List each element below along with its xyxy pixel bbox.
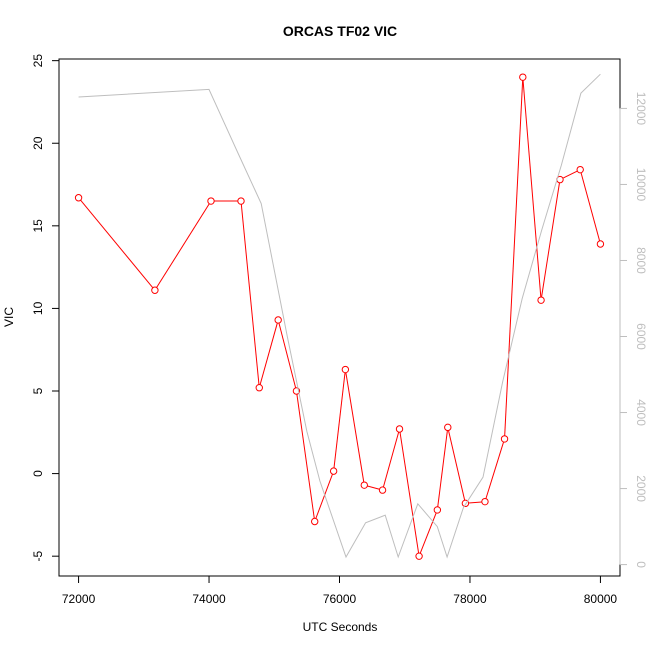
- data-point: [360, 481, 368, 489]
- series-segment: [522, 80, 542, 298]
- data-point: [461, 499, 470, 508]
- series-segment: [468, 501, 482, 504]
- data-point: [433, 506, 442, 514]
- series-segment: [315, 473, 333, 519]
- series-segment: [562, 170, 578, 179]
- data-point: [395, 425, 404, 433]
- series-segment: [345, 372, 365, 483]
- y-tick-label: 15: [31, 219, 45, 233]
- data-point: [576, 165, 584, 174]
- y-tick-label: 10: [31, 301, 45, 315]
- series-segment: [437, 430, 448, 507]
- y2-tick-label: 6000: [634, 323, 648, 350]
- series-segment: [296, 394, 315, 519]
- series-segment: [419, 512, 437, 554]
- series-segment: [504, 80, 524, 436]
- data-point: [500, 435, 509, 443]
- y2-tick-label: 4000: [634, 399, 648, 426]
- data-point: [378, 486, 387, 494]
- x-tick-label: 80000: [584, 592, 618, 606]
- data-point: [444, 423, 452, 432]
- data-point: [415, 552, 423, 560]
- data-point: [596, 240, 605, 248]
- data-point: [255, 383, 263, 392]
- data-point: [329, 467, 338, 475]
- x-tick-label: 76000: [323, 592, 357, 606]
- data-point: [537, 296, 545, 304]
- series-segment: [367, 485, 380, 490]
- data-point: [274, 316, 282, 324]
- y2-tick-label: 12000: [634, 92, 648, 126]
- data-point: [74, 194, 83, 202]
- series-segment: [399, 432, 420, 554]
- y-axis-label: VIC: [2, 307, 16, 327]
- series-segment: [278, 322, 297, 389]
- series-segment: [485, 441, 505, 499]
- x-tick-label: 78000: [453, 592, 487, 606]
- series-segment: [259, 322, 278, 385]
- x-tick-label: 72000: [62, 592, 96, 606]
- series-segment: [580, 172, 601, 242]
- y-tick-label: 5: [31, 387, 45, 394]
- data-point: [207, 197, 215, 205]
- series-segment: [541, 182, 560, 298]
- y-tick-label: -5: [31, 551, 45, 562]
- series-line: [78, 73, 601, 559]
- data-point: [311, 517, 319, 526]
- series-segment: [448, 430, 466, 501]
- data-point: [151, 286, 159, 294]
- y-tick-label: 0: [31, 470, 45, 477]
- data-point: [481, 497, 489, 506]
- data-point: [237, 197, 245, 205]
- series-segment: [382, 431, 400, 488]
- x-axis: 72000 74000 76000 78000 80000: [62, 575, 618, 606]
- y2-tick-label: 2000: [634, 475, 648, 502]
- series-segment: [240, 204, 260, 385]
- series-segment: [156, 203, 210, 288]
- y2-tick-label: 0: [634, 561, 648, 568]
- y2-tick-label: 10000: [634, 168, 648, 202]
- series-layer: [74, 73, 605, 560]
- y-axis-right: 0 2000 4000 6000 8000 10000 12000: [619, 92, 648, 568]
- series-left-axis: [74, 73, 605, 560]
- x-axis-label: UTC Seconds: [303, 620, 378, 634]
- data-point: [292, 387, 301, 395]
- chart-title: ORCAS TF02 VIC: [283, 23, 397, 39]
- x-tick-label: 74000: [192, 592, 226, 606]
- series-segment: [333, 372, 346, 468]
- data-point: [519, 73, 527, 81]
- data-point: [341, 365, 350, 374]
- y-axis-left: -5 0 5 10 15 20 25: [31, 54, 60, 562]
- series-segment: [80, 199, 154, 289]
- y2-tick-label: 8000: [634, 247, 648, 274]
- y-tick-label: 20: [31, 136, 45, 150]
- series-right-axis: [78, 73, 601, 559]
- y-tick-label: 25: [31, 54, 45, 68]
